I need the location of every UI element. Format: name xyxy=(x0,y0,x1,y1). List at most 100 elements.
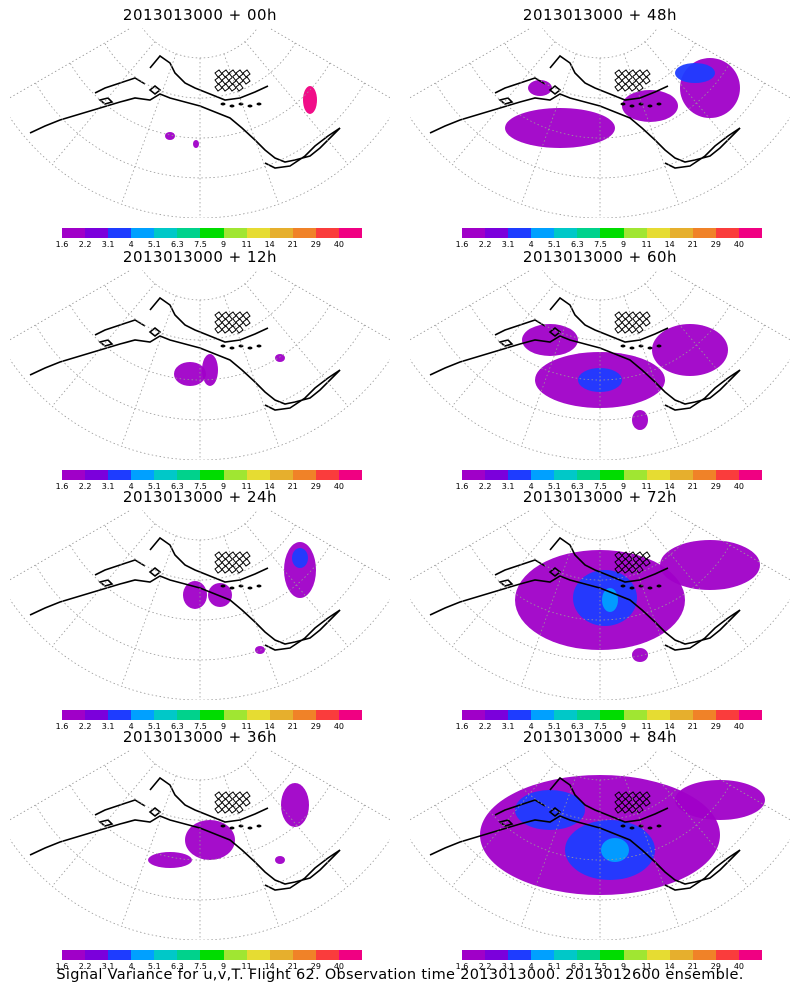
variance-region xyxy=(193,140,199,148)
colorbar-segment xyxy=(738,950,763,960)
colorbar-tick-label: 21 xyxy=(687,962,698,971)
colorbar-segment xyxy=(315,228,339,238)
colorbar-segment xyxy=(200,470,224,480)
colorbar-segment xyxy=(508,228,532,238)
colorbar-segment xyxy=(485,950,509,960)
colorbar-segment xyxy=(85,950,109,960)
island xyxy=(628,798,637,807)
colorbar-segment xyxy=(200,710,224,720)
colorbar-segment xyxy=(669,470,693,480)
colorbar-segment xyxy=(577,228,601,238)
colorbar-segment xyxy=(85,470,109,480)
island xyxy=(242,551,251,560)
colorbar-tick-label: 3.1 xyxy=(101,482,115,491)
island xyxy=(642,76,651,85)
island xyxy=(628,791,637,800)
meridian-line xyxy=(668,28,790,99)
meridian-line xyxy=(120,535,177,687)
meridian-line xyxy=(520,295,577,447)
colorbar-tick-label: 11 xyxy=(241,482,252,491)
island xyxy=(629,586,635,590)
variance-region xyxy=(208,583,232,607)
island xyxy=(647,346,653,350)
island xyxy=(221,83,230,92)
colorbar-tick-label: 29 xyxy=(310,482,321,491)
island xyxy=(228,311,237,320)
coastline xyxy=(264,127,341,169)
island xyxy=(229,346,235,350)
colorbar-tick-label: 6.3 xyxy=(571,482,584,491)
colorbar-tick-label: 6.3 xyxy=(171,722,184,731)
coastline xyxy=(498,339,514,347)
colorbar-segment xyxy=(577,950,601,960)
island xyxy=(642,551,651,560)
island xyxy=(647,826,653,830)
island xyxy=(642,798,651,807)
island xyxy=(621,565,630,574)
island xyxy=(228,791,237,800)
coastline xyxy=(664,127,741,169)
meridian-line xyxy=(223,775,280,927)
colorbar xyxy=(462,710,763,720)
meridian-line xyxy=(451,523,556,647)
colorbar-segment xyxy=(246,470,270,480)
colorbar-tick-label: 1.6 xyxy=(55,962,69,971)
island xyxy=(221,791,230,800)
island xyxy=(247,104,253,108)
map-plot xyxy=(410,270,790,460)
colorbar-segment xyxy=(485,710,509,720)
island xyxy=(214,325,223,334)
colorbar-tick-label: 29 xyxy=(310,240,321,249)
meridian-line xyxy=(51,523,156,647)
colorbar-segment xyxy=(462,470,486,480)
latitude-line xyxy=(504,42,696,99)
island xyxy=(621,805,630,814)
island xyxy=(614,69,623,78)
colorbar-tick-label: 7.5 xyxy=(194,482,207,491)
colorbar-tick-label: 40 xyxy=(733,482,745,491)
coastline xyxy=(664,369,741,411)
latitude-line xyxy=(104,284,296,341)
island xyxy=(620,824,626,828)
latitude-line xyxy=(69,544,331,621)
variance-region xyxy=(275,856,285,864)
island xyxy=(214,558,223,567)
colorbar-tick-label: 11 xyxy=(641,240,652,249)
colorbar-segment xyxy=(646,470,670,480)
meridian-line xyxy=(268,270,390,341)
colorbar-segment xyxy=(600,228,624,238)
colorbar-segment xyxy=(154,470,178,480)
latitude-line xyxy=(469,784,731,861)
meridian-line xyxy=(451,283,556,407)
latitude-line xyxy=(469,62,731,139)
island xyxy=(642,791,651,800)
colorbar-segment xyxy=(462,710,486,720)
island xyxy=(220,102,226,106)
coastline xyxy=(29,575,341,645)
variance-region xyxy=(505,108,615,148)
colorbar-tick-label: 5.1 xyxy=(147,722,161,731)
colorbar-tick-label: 40 xyxy=(733,722,745,731)
colorbar-segment xyxy=(177,228,201,238)
island xyxy=(221,76,230,85)
meridian-line xyxy=(668,270,790,341)
colorbar-segment xyxy=(292,228,316,238)
island xyxy=(242,798,251,807)
meridian-line xyxy=(223,53,280,205)
meridian-line xyxy=(120,53,177,205)
colorbar-tick-label: 11 xyxy=(641,482,652,491)
coastline xyxy=(98,97,114,105)
island xyxy=(629,104,635,108)
variance-region xyxy=(515,790,585,830)
island xyxy=(247,346,253,350)
colorbar-labels: 1.6 2.2 3.1 4 5.1 6.3 7.5 9 11 14 21 29 40 xyxy=(56,482,362,492)
map-plot xyxy=(410,28,790,218)
colorbar-segment xyxy=(738,470,763,480)
colorbar-segment xyxy=(315,470,339,480)
colorbar-segment xyxy=(131,470,155,480)
island xyxy=(635,76,644,85)
colorbar-tick-label: 9 xyxy=(220,482,227,491)
island xyxy=(247,826,253,830)
colorbar-segment xyxy=(108,710,132,720)
meridian-line xyxy=(644,523,749,647)
